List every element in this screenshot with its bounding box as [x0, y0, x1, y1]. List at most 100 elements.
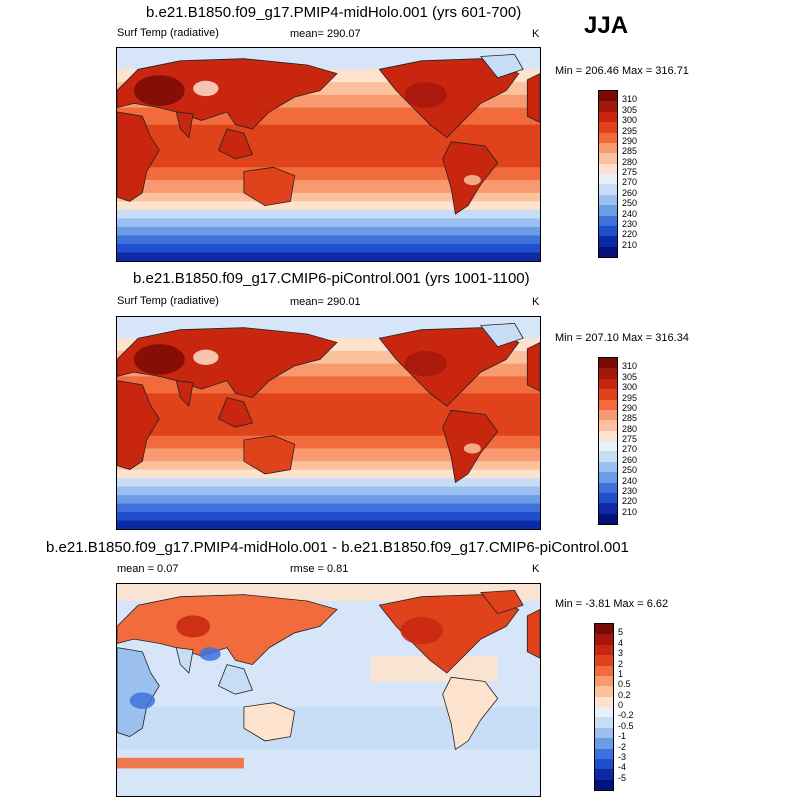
difference-hotspot	[400, 616, 443, 645]
colorbar-tick-label: 290	[622, 135, 638, 146]
map-field	[117, 48, 540, 261]
colorbar-swatch	[595, 727, 613, 739]
continent-outline	[480, 322, 524, 348]
minmax-label: Min = 206.46 Max = 316.71	[555, 65, 689, 77]
colorbar-swatch	[599, 503, 617, 514]
units-label: K	[532, 28, 540, 40]
temperature-band	[117, 503, 540, 514]
continent-outline	[480, 589, 524, 615]
colorbar-tick-label: 275	[622, 167, 638, 177]
colorbar-swatch	[595, 655, 613, 666]
temperature-band	[117, 192, 540, 203]
colorbar	[598, 357, 618, 525]
colorbar-tick-label: 285	[622, 413, 638, 424]
colorbar-tick-label: 250	[622, 198, 638, 209]
continent-outline	[243, 435, 296, 475]
colorbar-swatch	[599, 132, 617, 143]
colorbar-tick-label: 310	[622, 94, 638, 105]
colorbar-tick-label: 3	[618, 648, 624, 659]
continent-outline	[243, 166, 296, 207]
difference-hotspot	[129, 692, 156, 709]
minmax-label: Min = -3.81 Max = 6.62	[555, 598, 669, 610]
colorbar-tick-label: 295	[622, 125, 638, 136]
difference-map	[116, 583, 541, 797]
colorbar-tick-label: -2	[618, 741, 627, 752]
difference-hotspot	[199, 647, 221, 661]
colorbar-swatch	[599, 399, 617, 410]
colorbar-swatch	[599, 389, 617, 400]
colorbar-tick-label: 0.2	[618, 689, 631, 700]
continent-outline	[526, 73, 540, 123]
colorbar-tick-label: 290	[622, 402, 638, 413]
colorbar-tick-label: 250	[622, 465, 638, 476]
colorbar-swatch	[599, 451, 617, 462]
colorbar-tick-label: 240	[622, 475, 638, 486]
colorbar-tick-label: 300	[622, 115, 638, 126]
colorbar-tick-label: 280	[622, 156, 638, 167]
colorbar-tick-label: -1	[618, 731, 627, 742]
panel-title: b.e21.B1850.f09_g17.CMIP6-piControl.001 …	[133, 270, 530, 287]
colorbar-swatch	[599, 492, 617, 504]
variable-label: Surf Temp (radiative)	[117, 27, 219, 39]
colorbar-tick-label: 285	[622, 146, 638, 157]
temperature-band	[117, 235, 540, 245]
colorbar-swatch	[599, 205, 617, 216]
colorbar-tick-label: -4	[618, 762, 627, 773]
temperature-hotspot	[404, 350, 447, 377]
map-field	[117, 584, 540, 796]
rmse-label: rmse = 0.81	[290, 563, 349, 575]
panel-title: b.e21.B1850.f09_g17.PMIP4-midHolo.001 - …	[46, 539, 629, 556]
colorbar-tick-label: -0.5	[618, 720, 634, 731]
colorbar-swatch	[599, 461, 617, 473]
colorbar-tick-label: 305	[622, 371, 638, 382]
colorbar-swatch	[599, 368, 617, 379]
temperature-band	[117, 243, 540, 254]
units-label: K	[532, 296, 540, 308]
colorbar-tick-label: 300	[622, 382, 638, 393]
continent-outline	[117, 111, 160, 202]
temperature-band	[117, 226, 540, 237]
continent-outline	[243, 702, 296, 742]
colorbar-swatch	[599, 142, 617, 154]
temperature-hotspot	[193, 80, 219, 97]
temperature-band	[117, 520, 540, 529]
colorbar-swatch	[599, 430, 617, 441]
colorbar-swatch	[599, 122, 617, 133]
colorbar-swatch	[595, 707, 613, 718]
colorbar-tick-label: 310	[622, 361, 638, 372]
colorbar-swatch	[599, 215, 617, 226]
temperature-band	[117, 495, 540, 505]
colorbar-swatch	[599, 194, 617, 206]
colorbar-tick-label: 4	[618, 637, 624, 648]
colorbar-swatch	[595, 624, 613, 635]
continent-outline	[117, 594, 338, 666]
colorbar-tick-label: -3	[618, 751, 627, 762]
continent-outline	[175, 111, 194, 139]
colorbar-tick-label: -5	[618, 772, 627, 783]
colorbar-tick-label: 1	[618, 668, 624, 679]
temperature-band	[117, 167, 540, 182]
continent-outline	[526, 608, 540, 659]
colorbar-swatch	[599, 184, 617, 195]
colorbar-swatch	[599, 472, 617, 483]
colorbar-swatch	[595, 675, 613, 687]
colorbar-swatch	[595, 665, 613, 676]
colorbar-tick-label: 295	[622, 392, 638, 403]
colorbar-swatch	[595, 696, 613, 707]
colorbar-tick-label: 240	[622, 208, 638, 219]
colorbar-tick-label: 5	[618, 627, 624, 638]
temperature-hotspot	[463, 174, 481, 186]
continent-outline	[378, 327, 520, 407]
temperature-band	[117, 218, 540, 228]
continent-outline	[442, 676, 499, 751]
map-field	[117, 317, 540, 529]
temperature-map	[116, 316, 541, 530]
units-label: K	[532, 563, 540, 575]
colorbar-swatch	[599, 513, 617, 524]
colorbar-tick-label: 270	[622, 177, 638, 188]
temperature-band	[117, 512, 540, 522]
colorbar-swatch	[599, 225, 617, 237]
colorbar-tick-label: 230	[622, 218, 638, 229]
temperature-band	[117, 180, 540, 194]
colorbar	[598, 90, 618, 258]
